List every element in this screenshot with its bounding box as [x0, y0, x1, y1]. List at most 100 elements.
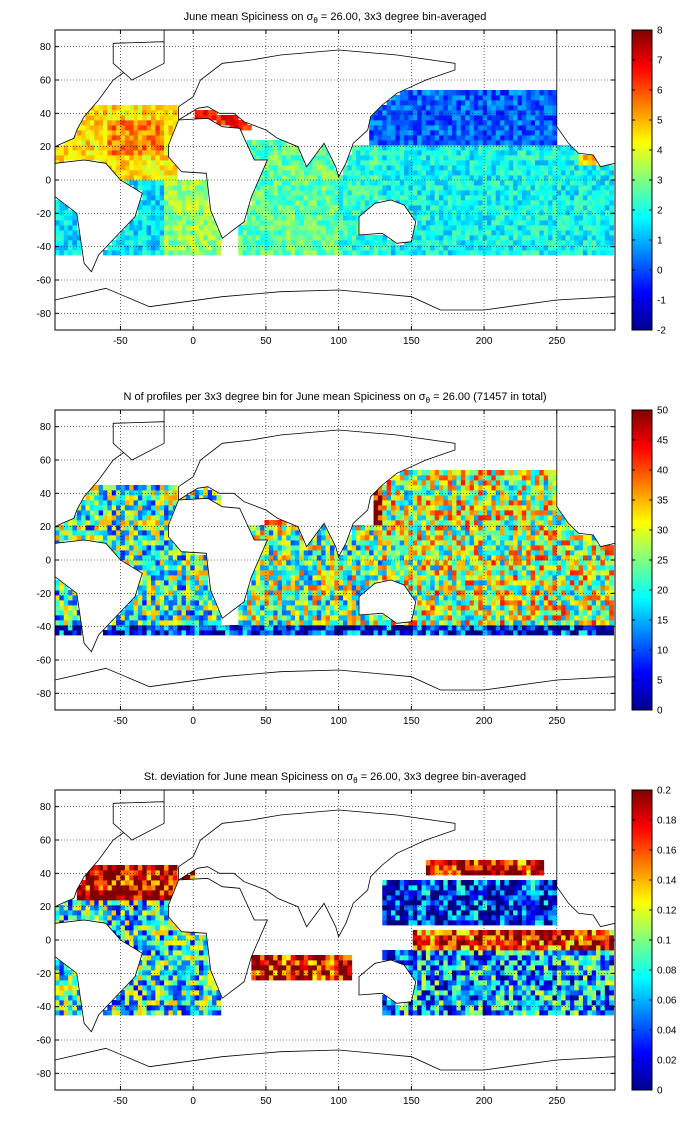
heat-cell	[251, 595, 257, 601]
heat-cell	[465, 515, 470, 521]
heat-cell	[133, 155, 139, 161]
heat-cell	[264, 580, 270, 586]
heat-cell	[277, 625, 283, 631]
heat-cell	[251, 630, 257, 636]
heat-cell	[356, 225, 361, 231]
heat-cell	[443, 230, 449, 236]
heat-cell	[412, 150, 418, 156]
heat-cell	[351, 210, 357, 216]
heat-cell	[391, 100, 396, 106]
colorbar-tick-label: 2	[657, 206, 663, 217]
heat-cell	[124, 165, 130, 171]
heat-cell	[321, 205, 326, 211]
heat-cell	[460, 535, 466, 541]
heat-cell	[159, 165, 165, 171]
heat-cell	[452, 520, 457, 526]
heat-cell	[377, 170, 383, 176]
heat-cell	[609, 185, 614, 191]
heat-cell	[164, 115, 169, 121]
heat-cell	[260, 550, 265, 556]
heat-cell	[574, 230, 580, 236]
heat-cell	[103, 155, 108, 161]
heat-cell	[395, 160, 401, 166]
heat-cell	[412, 585, 418, 591]
heat-cell	[452, 160, 457, 166]
heat-cell	[164, 490, 169, 496]
heat-cell	[439, 630, 444, 636]
heat-cell	[500, 160, 505, 166]
heat-cell	[543, 225, 549, 231]
heat-cell	[325, 170, 331, 176]
heat-cell	[447, 170, 453, 176]
heat-cell	[164, 590, 169, 596]
heat-cell	[181, 240, 187, 246]
heat-cell	[591, 190, 597, 196]
heat-cell	[155, 525, 161, 531]
heat-cell	[360, 175, 366, 181]
heat-cell	[460, 125, 466, 131]
heat-cell	[273, 585, 278, 591]
heat-cell	[137, 185, 143, 191]
heat-cell	[530, 245, 536, 251]
heat-cell	[356, 590, 361, 596]
heat-cell	[264, 605, 270, 611]
heat-cell	[159, 220, 165, 226]
heat-cell	[487, 160, 492, 166]
heat-cell	[508, 165, 514, 171]
heat-cell	[299, 550, 305, 556]
heat-cell	[412, 480, 418, 486]
heat-cell	[456, 600, 462, 606]
heat-cell	[273, 535, 278, 541]
heat-cell	[404, 120, 409, 126]
heat-cell	[281, 530, 287, 536]
heat-cell	[473, 125, 479, 131]
heat-cell	[447, 235, 453, 241]
heat-cell	[338, 560, 344, 566]
heat-cell	[290, 545, 296, 551]
heat-cell	[430, 220, 436, 226]
heat-cell	[591, 225, 597, 231]
heat-cell	[159, 495, 165, 501]
y-tick-label: -60	[37, 276, 52, 287]
heat-cell	[286, 585, 292, 591]
heat-cell	[356, 145, 361, 151]
heat-cell	[517, 225, 523, 231]
heat-cell	[504, 215, 510, 221]
heat-cell	[434, 220, 440, 226]
heat-cell	[286, 160, 292, 166]
heat-cell	[199, 110, 204, 116]
heat-cell	[194, 630, 200, 636]
heat-cell	[142, 495, 148, 501]
heat-cell	[452, 130, 457, 136]
heat-cell	[447, 540, 453, 546]
heat-cell	[425, 620, 431, 626]
heat-cell	[94, 490, 100, 496]
heat-cell	[103, 150, 108, 156]
heat-cell	[539, 145, 545, 151]
heat-cell	[142, 615, 148, 621]
heat-cell	[526, 115, 532, 121]
heat-cell	[98, 140, 104, 146]
heat-cell	[364, 150, 370, 156]
heat-cell	[460, 550, 466, 556]
heat-cell	[469, 585, 475, 591]
heat-cell	[312, 555, 318, 561]
heat-cell	[164, 185, 169, 191]
heat-cell	[447, 485, 453, 491]
heat-cell	[299, 175, 305, 181]
heat-cell	[312, 160, 318, 166]
heat-cell	[539, 170, 545, 176]
heat-cell	[443, 605, 449, 611]
heat-cell	[535, 240, 540, 246]
heat-cell	[439, 480, 444, 486]
heat-cell	[447, 530, 453, 536]
heat-cell	[164, 220, 169, 226]
heat-cell	[491, 195, 497, 201]
heat-cell	[168, 220, 174, 226]
heat-cell	[151, 230, 156, 236]
heat-cell	[360, 585, 366, 591]
heat-cell	[360, 245, 366, 251]
title-sigma-subscript: θ	[313, 16, 318, 25]
heat-cell	[469, 475, 475, 481]
heat-cell	[351, 245, 357, 251]
